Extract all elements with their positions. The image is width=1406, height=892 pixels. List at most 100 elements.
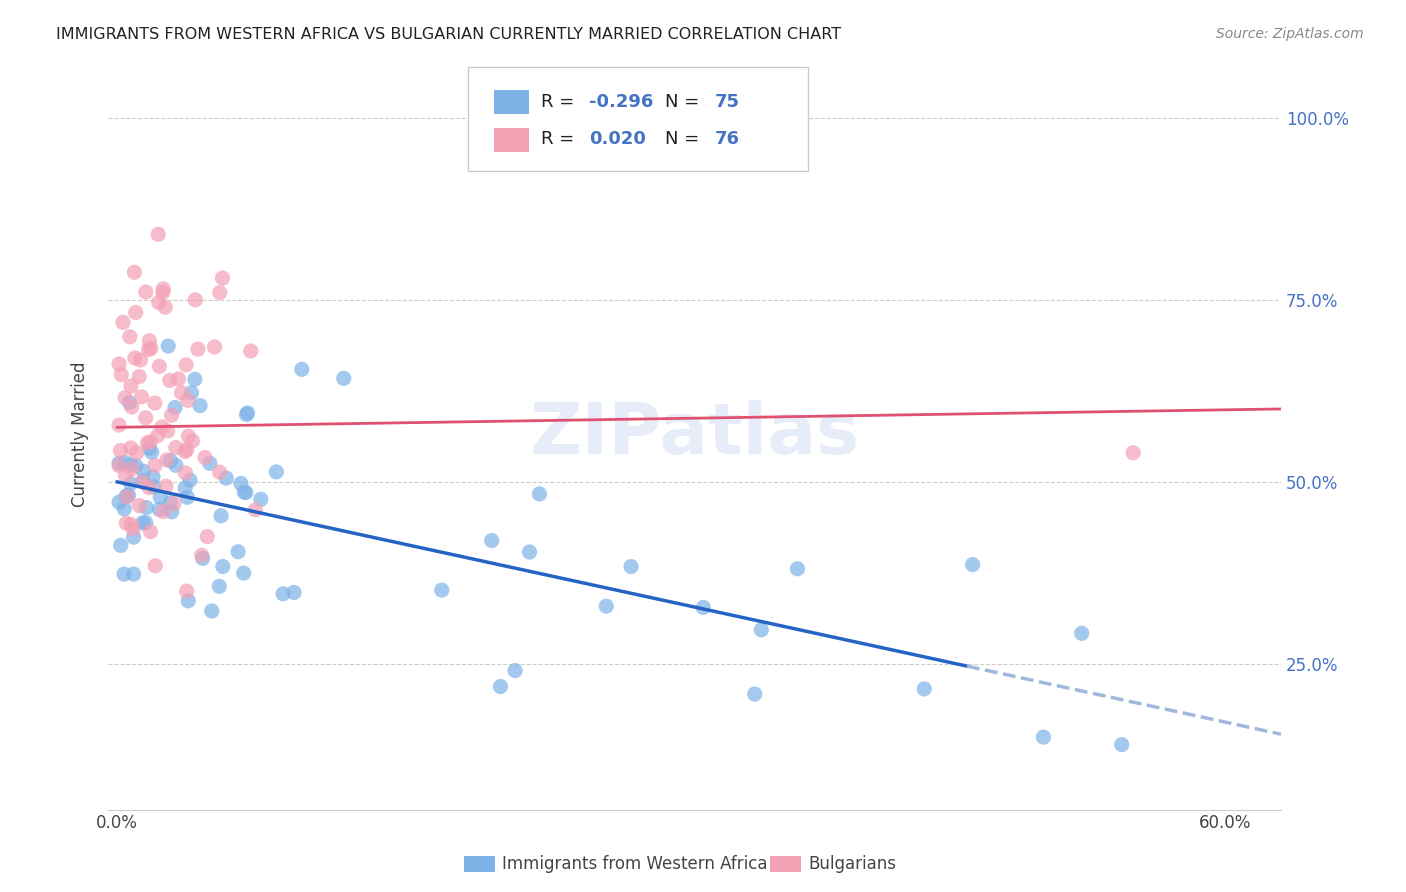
Point [108, 456, 131, 470]
Point [121, 462, 143, 476]
Point [110, 368, 132, 382]
Point [184, 293, 207, 307]
Point [124, 351, 146, 365]
Point [181, 434, 204, 448]
Point [122, 530, 145, 544]
Point [138, 481, 160, 495]
Point [1032, 730, 1054, 744]
Point [143, 458, 166, 473]
Point [208, 285, 231, 300]
Point [146, 428, 169, 442]
Text: ZIPatlas: ZIPatlas [530, 401, 859, 469]
Point [177, 393, 200, 408]
Point [165, 458, 187, 473]
Point [115, 490, 138, 504]
Point [177, 429, 200, 443]
Point [143, 396, 166, 410]
Point [120, 441, 142, 455]
Point [138, 343, 160, 357]
Point [332, 371, 354, 385]
Point [138, 334, 160, 348]
Point [430, 583, 453, 598]
Point [108, 495, 131, 509]
Point [143, 558, 166, 573]
Point [157, 339, 180, 353]
Point [163, 401, 186, 415]
Point [195, 530, 218, 544]
Point [108, 357, 131, 371]
Point [160, 505, 183, 519]
Point [194, 450, 217, 465]
Point [174, 358, 197, 372]
Point [132, 464, 155, 478]
Point [122, 522, 145, 536]
Point [128, 369, 150, 384]
Point [132, 516, 155, 530]
Point [155, 479, 177, 493]
Point [135, 500, 157, 515]
Point [250, 492, 273, 507]
Text: R =: R = [541, 130, 585, 148]
Point [481, 533, 503, 548]
Point [118, 395, 141, 409]
Point [184, 372, 207, 386]
Point [111, 315, 134, 329]
Point [271, 587, 294, 601]
Point [620, 559, 643, 574]
Text: IMMIGRANTS FROM WESTERN AFRICA VS BULGARIAN CURRENTLY MARRIED CORRELATION CHART: IMMIGRANTS FROM WESTERN AFRICA VS BULGAR… [56, 27, 841, 42]
Point [120, 517, 142, 532]
Point [232, 566, 254, 581]
Point [1122, 446, 1144, 460]
Point [139, 341, 162, 355]
Text: Source: ZipAtlas.com: Source: ZipAtlas.com [1216, 27, 1364, 41]
Text: Bulgarians: Bulgarians [808, 855, 897, 873]
Point [159, 496, 181, 510]
Point [201, 604, 224, 618]
Point [749, 623, 772, 637]
Y-axis label: Currently Married: Currently Married [72, 362, 89, 508]
Point [489, 680, 512, 694]
Point [176, 442, 198, 457]
Point [239, 343, 262, 358]
Point [165, 441, 187, 455]
Point [115, 489, 138, 503]
Point [112, 567, 135, 582]
Point [114, 391, 136, 405]
Point [125, 458, 148, 473]
Point [245, 502, 267, 516]
Point [962, 558, 984, 572]
Point [136, 435, 159, 450]
Point [125, 446, 148, 460]
Point [124, 305, 146, 319]
Point [236, 406, 259, 420]
Point [135, 285, 157, 299]
Point [233, 485, 256, 500]
Point [519, 545, 541, 559]
Point [148, 502, 170, 516]
Point [912, 681, 935, 696]
Point [150, 420, 173, 434]
Point [121, 400, 143, 414]
FancyBboxPatch shape [468, 67, 808, 170]
Point [177, 594, 200, 608]
Point [142, 470, 165, 484]
Point [179, 473, 201, 487]
Point [141, 445, 163, 459]
Point [174, 481, 197, 495]
Point [120, 458, 142, 472]
Point [176, 491, 198, 505]
Point [128, 499, 150, 513]
Point [160, 409, 183, 423]
Point [226, 545, 249, 559]
Point [1111, 738, 1133, 752]
Point [191, 551, 214, 566]
Text: 75: 75 [714, 93, 740, 111]
Point [139, 434, 162, 449]
Point [112, 502, 135, 516]
Point [159, 374, 181, 388]
Point [148, 227, 170, 242]
Text: 0.020: 0.020 [589, 130, 645, 148]
Point [211, 559, 233, 574]
Point [135, 516, 157, 530]
Point [115, 516, 138, 530]
